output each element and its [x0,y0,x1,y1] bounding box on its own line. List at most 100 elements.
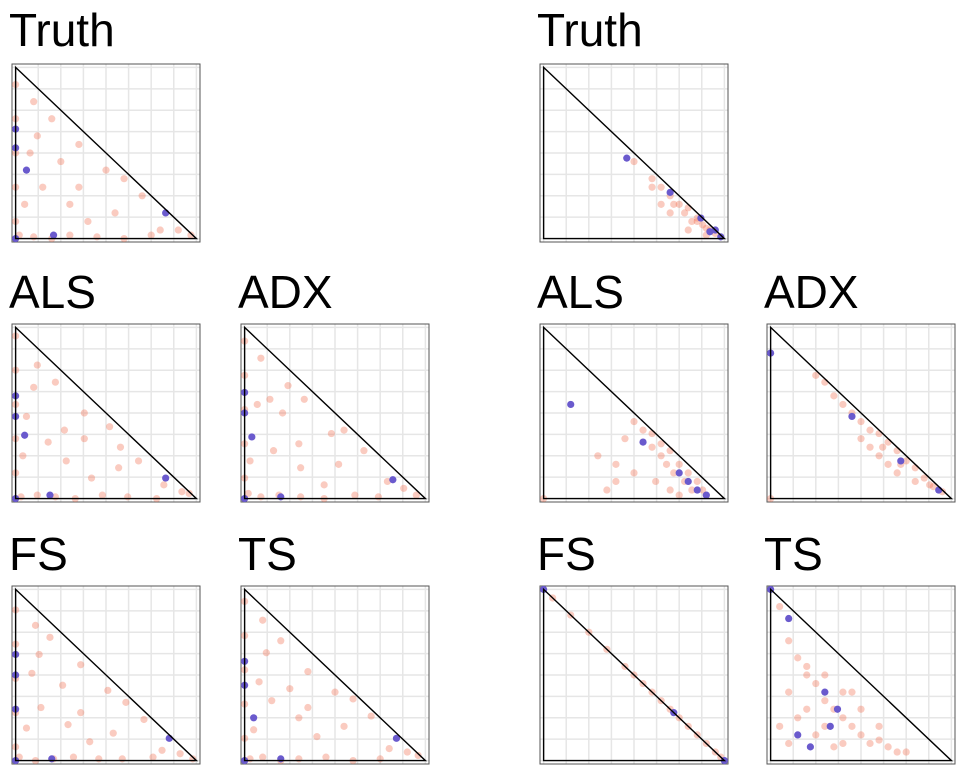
point [255,678,263,686]
point [670,469,678,477]
point [648,443,656,451]
point [812,731,820,739]
point [639,426,647,434]
point [706,228,714,236]
point [412,491,420,499]
point [246,457,254,465]
point [400,484,408,492]
point [31,621,40,629]
point [830,392,838,400]
point [297,493,305,501]
point [349,695,357,703]
point [118,755,126,763]
point [893,469,901,477]
point [376,755,384,763]
point [812,679,820,688]
point [37,703,45,712]
panel-title: FS [9,528,68,580]
point [340,426,348,434]
point [785,637,793,645]
point [257,493,265,501]
point [327,429,335,438]
panel-border [11,585,201,765]
point [33,361,41,369]
point [77,661,85,669]
point [681,209,689,217]
point [776,722,784,730]
point [848,688,856,696]
point [639,438,647,446]
point [39,183,47,191]
point [866,426,874,434]
point [929,482,937,491]
point [612,477,620,486]
point [670,200,678,208]
point [60,426,69,434]
point [111,209,119,217]
point [297,464,305,472]
panel-title: ALS [537,266,624,318]
point [848,722,856,730]
point [693,486,701,494]
panel-title: Truth [537,4,643,56]
panel: ADX [238,266,430,503]
panel: FS [537,528,729,765]
point [98,491,106,499]
point [30,98,38,106]
point [109,729,117,737]
point [44,438,52,446]
panel-title: ALS [9,266,96,318]
panel: TS [238,528,430,765]
simplex-edge [769,325,954,500]
point [138,192,146,200]
point [603,486,611,494]
point [657,440,665,448]
point [77,709,85,717]
point [266,395,274,403]
panel-title: Truth [9,4,115,56]
point [857,705,865,713]
point [57,157,65,166]
point [821,671,829,679]
point [374,493,382,501]
point [367,712,375,720]
point [803,705,811,713]
point [93,233,101,241]
point [268,697,276,705]
point [630,157,638,166]
point [794,714,802,722]
point [134,457,143,465]
simplex-edge [542,65,727,240]
point [567,400,575,409]
panel-border [766,585,956,765]
point [875,722,883,730]
point [66,231,74,239]
point [688,486,696,494]
point [826,722,834,730]
point [675,469,683,477]
point [383,477,392,486]
point [21,431,29,439]
point [920,474,928,482]
point [839,688,847,696]
point [926,481,934,489]
point [300,395,308,403]
point [278,409,287,417]
point [897,457,905,465]
point [821,697,829,705]
point [803,671,811,679]
point [884,743,892,751]
point [657,452,665,460]
point [857,731,865,739]
point [697,214,705,222]
point [839,714,847,722]
point [80,435,88,443]
panel-border [240,323,430,503]
point [821,688,829,696]
point [812,371,820,379]
panel-title: ADX [238,266,333,318]
point [702,491,710,499]
point [49,231,58,239]
point [64,721,72,729]
